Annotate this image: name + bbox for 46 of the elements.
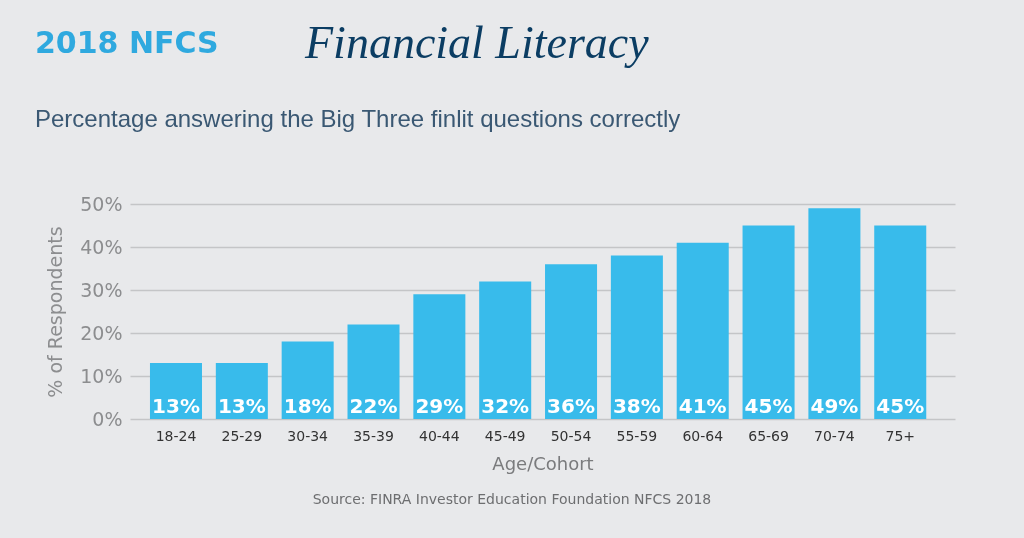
y-tick-label: 20% xyxy=(80,321,123,344)
x-tick-label: 40-44 xyxy=(419,427,460,444)
bar xyxy=(413,294,466,419)
data-label: 41% xyxy=(678,394,727,418)
bar xyxy=(610,255,663,419)
data-label: 32% xyxy=(481,394,530,418)
bar xyxy=(347,324,400,419)
bar xyxy=(874,225,927,419)
data-label: 22% xyxy=(349,394,398,418)
x-tick-label: 35-39 xyxy=(353,427,394,444)
data-label: 45% xyxy=(744,394,793,418)
data-label: 29% xyxy=(415,394,464,418)
y-axis-title: % of Respondents xyxy=(44,226,67,398)
y-tick-label: 10% xyxy=(80,364,123,387)
x-tick-label: 65-69 xyxy=(748,427,789,444)
data-label: 18% xyxy=(283,394,332,418)
bar xyxy=(808,208,861,419)
text: 2018 NFCS xyxy=(35,25,219,60)
y-tick-label: 40% xyxy=(80,235,123,258)
x-tick-label: 25-29 xyxy=(221,427,263,444)
x-tick-label: 60-64 xyxy=(682,427,724,444)
data-label: 36% xyxy=(547,394,595,418)
data-label: 38% xyxy=(612,394,661,418)
bar xyxy=(742,225,795,419)
chart-title: Financial Literacy xyxy=(304,17,650,68)
bar xyxy=(479,281,532,419)
y-tick-label: 50% xyxy=(80,192,123,215)
bar xyxy=(281,341,334,419)
data-label: 13% xyxy=(152,394,200,418)
y-tick-label: 30% xyxy=(80,278,123,301)
data-label: 13% xyxy=(217,394,266,418)
x-tick-label: 75+ xyxy=(885,427,916,444)
x-tick-label: 70-74 xyxy=(814,427,855,444)
bar xyxy=(676,242,729,419)
data-label: 49% xyxy=(810,394,859,418)
x-tick-label: 45-49 xyxy=(484,427,526,444)
x-tick-label: 18-24 xyxy=(155,427,197,444)
data-label: 45% xyxy=(876,394,925,418)
x-tick-label: 50-54 xyxy=(550,427,592,444)
x-tick-label: 30-34 xyxy=(287,427,329,444)
x-axis-title: Age/Cohort xyxy=(492,452,594,474)
y-tick-label: 0% xyxy=(92,407,123,430)
chart-subtitle: Percentage answering the Big Three finlit questions correctly xyxy=(35,105,681,132)
bar xyxy=(545,264,598,419)
source-note: Source: FINRA Investor Education Foundation NFCS 2018 xyxy=(312,491,712,507)
x-tick-label: 55-59 xyxy=(616,427,658,444)
